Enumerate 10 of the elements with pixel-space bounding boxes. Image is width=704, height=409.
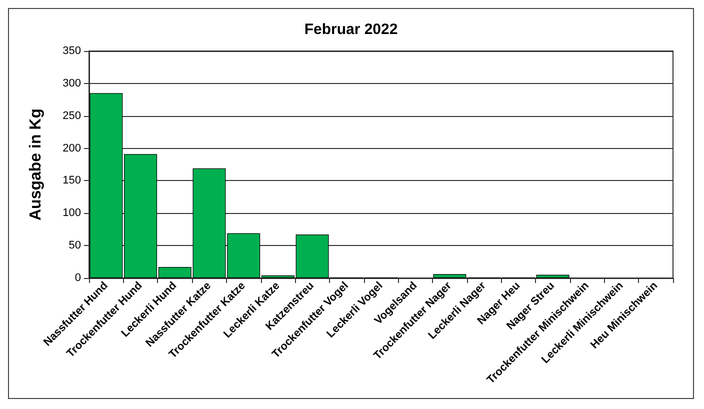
chart-title: Februar 2022 [304,21,398,38]
y-tick-label: 100 [62,207,81,220]
y-tick-label: 250 [62,110,81,122]
y-tick-label: 150 [62,174,81,187]
y-tick-label: 0 [74,272,81,284]
y-axis-title: Ausgabe in Kg [28,108,44,221]
y-tick-label: 350 [62,45,81,57]
y-tick-label: 50 [68,240,81,252]
y-tick-label: 300 [62,77,81,90]
y-tick-label: 200 [62,142,81,154]
